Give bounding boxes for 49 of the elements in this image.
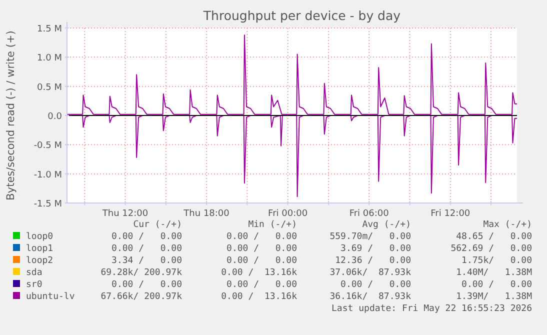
y-tick-label: 1.5 M	[37, 24, 62, 34]
x-tick-label: Fri 12:00	[430, 209, 470, 219]
text: 0.00 / 0.00	[226, 232, 297, 242]
text: 0.00 / 0.00	[112, 232, 182, 242]
text: 48.65 / 0.00	[456, 232, 532, 242]
y-tick-label: -0.5 M	[34, 141, 62, 152]
text: 559.70m/ 0.00	[330, 232, 411, 242]
y-tick-label: 0.5 M	[37, 82, 62, 93]
legend-label: ubuntu-lv	[26, 292, 75, 302]
text: 0.00 / 0.00	[226, 256, 297, 266]
chart-title: Throughput per device - by day	[202, 8, 402, 23]
legend-label: loop0	[26, 232, 54, 242]
text: Min (-/+)	[248, 220, 297, 230]
y-tick-label: -1.0 M	[34, 170, 62, 180]
text: 562.69 / 0.00	[450, 244, 532, 254]
text: 1.39M/ 1.38M	[456, 292, 533, 302]
text: 0.00 / 0.00	[462, 280, 532, 290]
text: 1.40M/ 1.38M	[456, 268, 533, 278]
text: 0.00 / 0.00	[226, 244, 297, 254]
text: 67.66k/ 200.97k	[100, 292, 183, 302]
y-tick-label: 1.0 M	[37, 54, 62, 64]
text: 37.06k/ 87.93k	[330, 268, 412, 278]
text: 69.28k/ 200.97k	[100, 268, 183, 278]
legend-label: loop1	[26, 244, 54, 254]
legend-label: sda	[26, 268, 42, 278]
text: 3.69 / 0.00	[340, 244, 411, 254]
y-axis-title: Bytes/second read (-) / write (+)	[5, 30, 17, 200]
text: Last update: Fri May 22 16:55:23 2026	[332, 304, 532, 314]
legend-label: loop2	[26, 256, 54, 266]
text: 0.00 / 0.00	[340, 280, 411, 290]
x-tick-label: Fri 00:00	[268, 209, 308, 219]
y-tick-label: 0.0	[48, 112, 62, 122]
x-tick-label: Thu 18:00	[182, 209, 230, 219]
x-tick-label: Fri 06:00	[349, 209, 390, 219]
text: 0.00 / 0.00	[112, 280, 182, 290]
text: 0.00 / 13.16k	[221, 292, 298, 302]
text: 12.36 / 0.00	[335, 256, 411, 266]
x-tick-label: Thu 12:00	[101, 209, 148, 219]
text: Max (-/+)	[483, 220, 532, 230]
text: 36.16k/ 87.93k	[330, 292, 412, 302]
y-tick-label: -1.5 M	[34, 200, 62, 210]
text: 0.00 / 13.16k	[221, 268, 298, 278]
text: Avg (-/+)	[362, 220, 411, 230]
legend-label: sr0	[26, 280, 42, 290]
text: 0.00 / 0.00	[226, 280, 297, 290]
text: Cur (-/+)	[133, 220, 182, 230]
text: 1.75k/ 0.00	[462, 256, 532, 266]
text: 0.00 / 0.00	[112, 244, 182, 254]
text: 3.34 / 0.00	[112, 256, 182, 266]
